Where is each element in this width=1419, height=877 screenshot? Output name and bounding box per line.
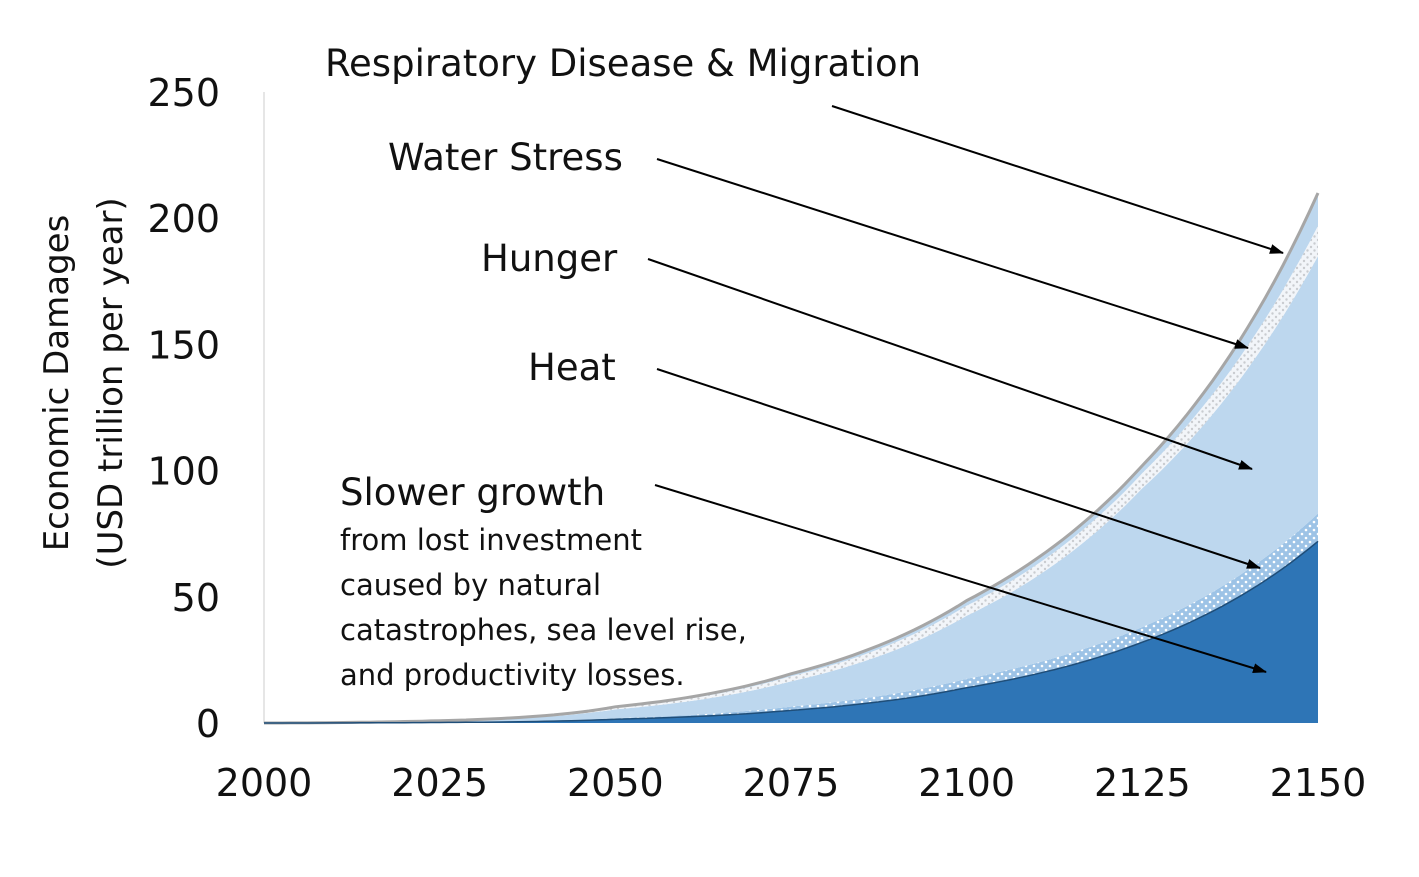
arrow-heat bbox=[656, 368, 1261, 569]
x-tick-label-2125: 2125 bbox=[1094, 761, 1191, 805]
annotation-slower-detail-2: caused by natural bbox=[340, 568, 601, 602]
y-tick-label-250: 250 bbox=[147, 71, 220, 115]
y-axis-label-line1: Economic Damages bbox=[37, 215, 77, 552]
arrow-respiratory bbox=[831, 105, 1284, 254]
annotation-slower-detail-1: from lost investment bbox=[340, 523, 642, 557]
arrow-water-stress bbox=[656, 158, 1249, 349]
x-tick-label-2150: 2150 bbox=[1270, 761, 1367, 805]
annotation-arrows bbox=[647, 105, 1284, 673]
annotation-water-stress: Water Stress bbox=[388, 136, 623, 179]
y-tick-label-100: 100 bbox=[147, 450, 220, 494]
x-tick-label-2050: 2050 bbox=[567, 761, 664, 805]
annotation-hunger: Hunger bbox=[481, 237, 618, 280]
arrow-hunger bbox=[647, 258, 1253, 470]
annotation-respiratory: Respiratory Disease & Migration bbox=[325, 42, 921, 85]
x-axis-ticks: 2000 2025 2050 2075 2100 2125 2150 bbox=[216, 761, 1367, 805]
y-tick-label-200: 200 bbox=[147, 197, 220, 241]
y-tick-label-150: 150 bbox=[147, 323, 220, 367]
area-top-outline bbox=[264, 192, 1320, 725]
arrow-slower-growth bbox=[654, 484, 1267, 673]
y-axis-ticks: 0 50 100 150 200 250 bbox=[147, 71, 220, 746]
y-tick-label-50: 50 bbox=[172, 576, 220, 620]
x-tick-label-2075: 2075 bbox=[743, 761, 840, 805]
y-axis-label-line2: (USD trillion per year) bbox=[91, 197, 131, 568]
annotation-heat: Heat bbox=[528, 346, 616, 389]
x-tick-label-2025: 2025 bbox=[391, 761, 488, 805]
x-tick-label-2000: 2000 bbox=[216, 761, 313, 805]
annotation-slower-growth: Slower growth bbox=[340, 471, 605, 514]
annotation-slower-detail-4: and productivity losses. bbox=[340, 658, 685, 692]
x-tick-label-2100: 2100 bbox=[918, 761, 1015, 805]
area-slower-growth bbox=[264, 541, 1318, 723]
y-tick-label-0: 0 bbox=[196, 702, 220, 746]
area-slower-growth-outline bbox=[264, 540, 1319, 724]
annotation-slower-detail-3: catastrophes, sea level rise, bbox=[340, 613, 747, 647]
